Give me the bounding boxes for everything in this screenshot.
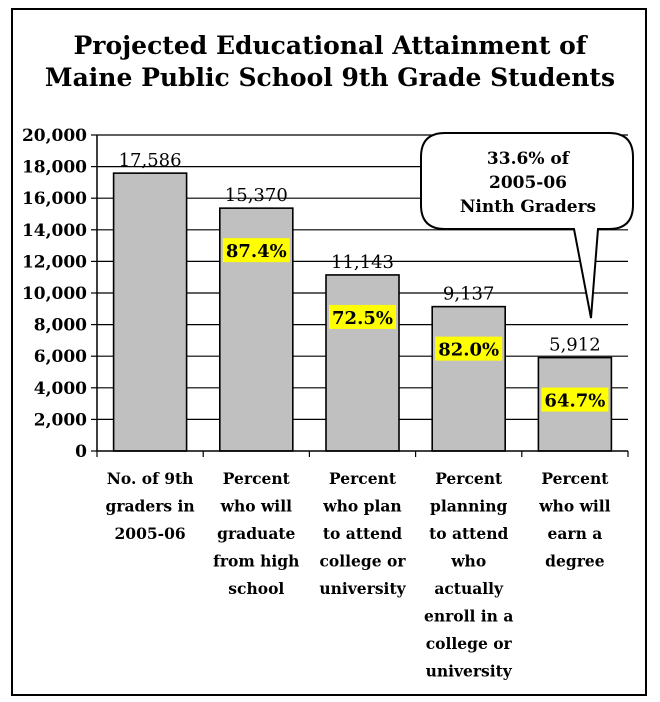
category-label: who will (538, 497, 610, 516)
y-tick-label: 4,000 (34, 379, 87, 399)
category-label: graders in (105, 497, 194, 516)
category-label: enroll in a (424, 607, 513, 626)
percent-highlight (222, 238, 290, 263)
callout-text: Ninth Graders (460, 197, 596, 217)
y-tick-label: 0 (75, 442, 87, 462)
percent-highlight (541, 387, 609, 412)
category-label: school (228, 579, 284, 598)
category-label: earn a (548, 524, 603, 543)
bar (325, 274, 400, 452)
category-label: Percent (541, 469, 609, 488)
category-label: college or (319, 552, 406, 571)
y-tick-label: 16,000 (22, 189, 87, 209)
y-axis-ticks: 0 2,000 4,000 6,000 8,000 10,000 12,000 14,000 1… (22, 126, 87, 462)
axes (91, 134, 629, 457)
y-tick-label: 6,000 (34, 347, 87, 367)
category-label: graduate (217, 524, 295, 543)
percent-label: 87.4% (226, 241, 287, 262)
chart-title-line-1: Projected Educational Attainment of (73, 31, 588, 60)
y-tick-label: 14,000 (22, 221, 87, 241)
category-label: Percent (223, 469, 291, 488)
callout-text: 2005-06 (489, 173, 567, 193)
category-label: college or (426, 634, 513, 653)
callout-text: 33.6% of (487, 149, 571, 169)
category-label: 2005-06 (115, 524, 186, 543)
y-tick-label: 10,000 (22, 284, 87, 304)
category-label: Percent (329, 469, 397, 488)
category-label: actually (434, 579, 504, 598)
y-tick-label: 12,000 (22, 252, 87, 272)
value-label: 17,586 (119, 150, 182, 171)
x-axis-categories: No. of 9th graders in 2005-06 Percent who wi… (105, 469, 610, 681)
value-label: 5,912 (549, 335, 601, 356)
category-label: to attend (323, 524, 402, 543)
percent-label: 64.7% (544, 391, 605, 412)
category-label: who (450, 552, 486, 571)
y-tick-label: 18,000 (22, 158, 87, 178)
category-label: university (319, 579, 406, 598)
percent-highlight (435, 336, 503, 361)
value-label: 9,137 (443, 284, 495, 305)
y-tick-label: 8,000 (34, 316, 87, 336)
percent-label: 72.5% (332, 308, 393, 329)
category-label: degree (545, 552, 605, 571)
y-tick-label: 20,000 (22, 126, 87, 146)
category-label: university (426, 662, 513, 681)
chart-title-line-2: Maine Public School 9th Grade Students (45, 63, 615, 92)
percent-label: 82.0% (438, 340, 499, 361)
category-label: planning (430, 497, 507, 516)
category-label: who plan (322, 497, 401, 516)
callout-shape (420, 132, 634, 319)
category-label: No. of 9th (107, 469, 194, 488)
percent-highlight (329, 304, 396, 329)
callout-bubble: 33.6% of 2005-06 Ninth Graders (420, 132, 634, 319)
value-label: 15,370 (225, 185, 288, 206)
category-label: Percent (435, 469, 503, 488)
bar (431, 305, 507, 452)
bar (112, 172, 188, 452)
data-labels: 17,586 15,370 87.4% 11,143 72.5% 9,137 82.0% 5,… (119, 150, 609, 412)
category-label: who will (220, 497, 292, 516)
category-label: to attend (429, 524, 508, 543)
value-label: 11,143 (331, 252, 394, 273)
category-label: from high (213, 552, 299, 571)
y-tick-label: 2,000 (34, 410, 87, 430)
